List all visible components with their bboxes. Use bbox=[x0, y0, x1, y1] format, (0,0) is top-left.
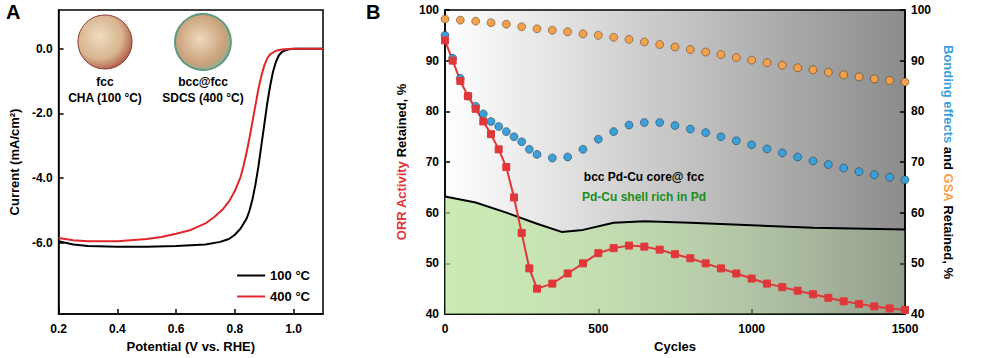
svg-text:80: 80 bbox=[911, 104, 925, 118]
svg-text:60: 60 bbox=[426, 206, 440, 220]
svg-text:Current (mA/cm²): Current (mA/cm²) bbox=[7, 109, 22, 216]
svg-text:1500: 1500 bbox=[892, 322, 919, 336]
svg-text:bcc@fcc: bcc@fcc bbox=[178, 75, 228, 89]
svg-text:50: 50 bbox=[426, 256, 440, 270]
svg-text:70: 70 bbox=[911, 155, 925, 169]
svg-text:Cycles: Cycles bbox=[654, 339, 696, 354]
svg-text:70: 70 bbox=[426, 155, 440, 169]
svg-text:-2.0: -2.0 bbox=[32, 106, 53, 120]
svg-text:Pd-Cu shell rich in Pd: Pd-Cu shell rich in Pd bbox=[582, 190, 706, 204]
svg-text:100 °C: 100 °C bbox=[270, 268, 311, 283]
svg-text:100: 100 bbox=[911, 3, 931, 17]
svg-text:40: 40 bbox=[911, 307, 925, 321]
svg-text:400 °C: 400 °C bbox=[270, 289, 311, 304]
svg-text:GSA: GSA bbox=[941, 174, 956, 203]
svg-text:Retained, %: Retained, % bbox=[394, 83, 409, 161]
svg-text:500: 500 bbox=[588, 322, 608, 336]
svg-text:Retained, %: Retained, % bbox=[941, 202, 956, 280]
svg-text:0.6: 0.6 bbox=[168, 322, 185, 336]
svg-text:0.4: 0.4 bbox=[109, 322, 126, 336]
svg-text:SDCS (400 °C): SDCS (400 °C) bbox=[162, 91, 244, 105]
svg-text:0.2: 0.2 bbox=[50, 322, 67, 336]
svg-text:0.8: 0.8 bbox=[227, 322, 244, 336]
svg-text:Potential (V vs. RHE): Potential (V vs. RHE) bbox=[126, 339, 255, 354]
svg-text:-4.0: -4.0 bbox=[32, 171, 53, 185]
svg-text:1.0: 1.0 bbox=[285, 322, 302, 336]
svg-text:Bonding effects: Bonding effects bbox=[941, 45, 956, 143]
svg-text:90: 90 bbox=[426, 54, 440, 68]
svg-text:80: 80 bbox=[426, 104, 440, 118]
svg-text:bcc Pd-Cu core@ fcc: bcc Pd-Cu core@ fcc bbox=[584, 170, 705, 184]
svg-text:50: 50 bbox=[911, 256, 925, 270]
svg-text:90: 90 bbox=[911, 54, 925, 68]
svg-text:-6.0: -6.0 bbox=[32, 236, 53, 250]
svg-text:0.0: 0.0 bbox=[36, 42, 53, 56]
svg-text:and: and bbox=[941, 143, 956, 173]
svg-text:60: 60 bbox=[911, 206, 925, 220]
svg-text:100: 100 bbox=[419, 3, 439, 17]
svg-text:fcc: fcc bbox=[96, 75, 114, 89]
svg-text:0: 0 bbox=[442, 322, 449, 336]
svg-text:A: A bbox=[6, 1, 20, 23]
svg-text:CHA (100 °C): CHA (100 °C) bbox=[68, 91, 142, 105]
svg-text:ORR Activity: ORR Activity bbox=[394, 160, 409, 240]
svg-text:1000: 1000 bbox=[738, 322, 765, 336]
svg-text:B: B bbox=[366, 1, 380, 23]
svg-text:40: 40 bbox=[426, 307, 440, 321]
